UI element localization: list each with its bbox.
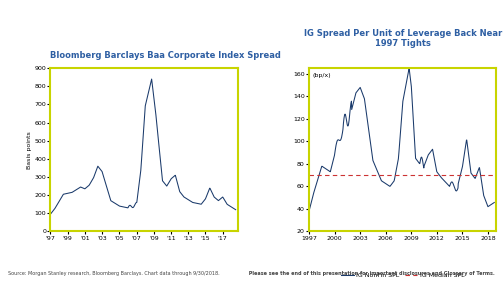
Text: (bp/x): (bp/x) bbox=[313, 73, 332, 78]
IG NonFin SPL bbox=[306, 210, 312, 213]
IG NonFin SPL bbox=[428, 150, 434, 153]
Line: IG NonFin SPL: IG NonFin SPL bbox=[309, 69, 494, 211]
Y-axis label: Basis points: Basis points bbox=[27, 131, 32, 169]
IG NonFin SPL bbox=[364, 120, 370, 124]
IG NonFin SPL bbox=[406, 67, 412, 71]
IG NonFin SPL bbox=[473, 174, 479, 177]
Text: Please see the end of this presentation for important disclosures and Glossary o: Please see the end of this presentation … bbox=[247, 271, 494, 276]
Text: IG Spread Per Unit of Leverage Back Near
1997 Tights: IG Spread Per Unit of Leverage Back Near… bbox=[303, 29, 502, 48]
IG NonFin SPL bbox=[351, 97, 357, 101]
IG NonFin SPL bbox=[358, 89, 364, 92]
Legend: IG NonFin SPL, IG Median SPL: IG NonFin SPL, IG Median SPL bbox=[339, 271, 467, 281]
IG NonFin SPL bbox=[451, 183, 457, 186]
IG NonFin SPL bbox=[491, 201, 497, 204]
Text: Source: Morgan Stanley research, Bloomberg Barclays. Chart data through 9/30/201: Source: Morgan Stanley research, Bloombe… bbox=[8, 271, 219, 276]
Text: Bloomberg Barclays Baa Corporate Index Spread: Bloomberg Barclays Baa Corporate Index S… bbox=[50, 51, 281, 60]
